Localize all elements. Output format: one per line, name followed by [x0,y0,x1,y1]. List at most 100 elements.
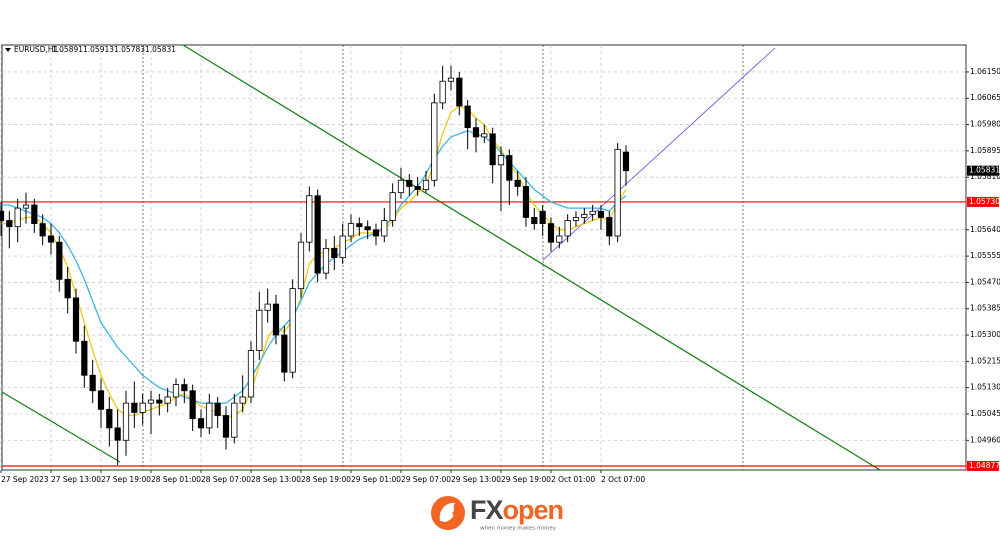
tagline: when money makes money [480,526,557,532]
brand-prefix: FX [470,495,503,525]
candle-body [272,303,280,336]
candle-body [439,80,446,104]
candle-body [139,402,146,413]
candle-body [197,418,205,429]
moving-average [1,130,627,404]
candle-body [506,155,513,181]
candle-body [406,179,413,187]
candle-body [606,217,613,237]
candle-body [222,415,230,438]
candle-body [147,399,155,404]
candle-body [231,402,238,438]
symbol: EURUSD,H1 [14,45,58,54]
candle-body [322,247,330,274]
candle-body [164,396,171,404]
candle-body [456,77,463,107]
candle-body [64,278,71,299]
x-tick-label: 28 Sep 07:00 [201,475,251,484]
candle-body [256,309,263,351]
candle-body [6,220,13,228]
candle-body [306,195,313,243]
candle-body [589,210,596,215]
menu-triangle[interactable] [5,48,11,52]
candle-body [39,223,46,237]
candle-body [0,210,5,221]
candle-body [264,303,271,311]
candle-body [172,384,180,398]
candle-body [314,195,321,274]
y-tick-label: 1.05385 [970,304,1000,313]
candle-body [547,223,555,243]
candle-body [106,408,113,429]
x-tick-label: 27 Sep 13:00 [51,475,101,484]
candle-body [397,179,405,194]
brand-suffix: open [503,495,564,525]
candle-body [497,155,505,166]
level-box [967,460,999,471]
candle-body [514,179,521,187]
header-value: 1.05891 [52,45,83,54]
header-values: 1.05891 1.05913 1.05783 1.05831 [52,45,176,54]
candle-body [214,402,221,416]
candle-body [31,204,38,225]
candle-body [381,220,388,237]
candle-body [289,288,296,373]
candle-body [389,192,396,221]
candle-body [431,102,438,181]
x-tick-label: 28 Sep 01:00 [151,475,201,484]
x-tick-label: 27 Sep 19:00 [101,475,151,484]
y-tick-label: 1.05555 [970,251,1000,260]
x-tick-label: 2 Oct 01:00 [551,475,595,484]
candle-body [522,186,530,218]
candle-body [581,213,588,218]
candle-body [247,350,255,398]
candle-body [189,390,196,420]
candle-body [539,210,546,225]
x-tick-label: 29 Sep 07:00 [401,475,451,484]
plot-frame [1,44,967,471]
y-tick-label: 1.04960 [970,435,1000,444]
candle-body [614,148,621,237]
candle-body [414,186,421,190]
header-value: 1.05831 [145,45,176,54]
y-tick-label: 1.05810 [970,172,1000,181]
candle-body [181,384,188,392]
candle-body [131,402,138,413]
candle-body [156,399,163,404]
candle-body [56,241,63,280]
x-tick-label: 29 Sep 19:00 [501,475,551,484]
y-tick-label: 1.05215 [970,356,1000,365]
y-tick-label: 1.05470 [970,277,1000,286]
level-label: 1.04877 [969,461,1000,470]
candle-body [364,226,371,231]
candle-body [22,204,30,209]
candle-body [239,396,246,404]
candle-body [122,402,130,441]
candle-body [114,427,121,441]
y-tick-label: 1.05640 [970,225,1000,234]
x-tick-label: 28 Sep 13:00 [251,475,301,484]
candle-body [347,223,355,237]
candle-body [556,235,563,243]
candle-body [572,217,580,221]
candle-body [97,390,105,410]
candle-body [81,340,88,376]
trend-line [1,391,121,463]
logo-mark [439,502,455,522]
price-label: 1.05831 [969,166,1000,175]
x-tick-label: 28 Sep 19:00 [301,475,351,484]
candle-body [622,151,630,172]
candle-body [72,297,80,342]
candle-body [531,217,538,225]
y-tick-label: 1.05130 [970,383,1000,392]
candle-body [597,210,605,218]
level-box [967,196,999,207]
y-tick-label: 1.06150 [970,67,1000,76]
y-tick-label: 1.05045 [970,409,1000,418]
x-tick-label: 27 Sep 2023 [1,475,49,484]
x-tick-label: 29 Sep 13:00 [451,475,501,484]
candle-body [331,247,338,259]
y-tick-label: 1.05980 [970,120,1000,129]
header-value: 1.05783 [114,45,145,54]
logo: FXopen when money makes money [431,495,564,532]
